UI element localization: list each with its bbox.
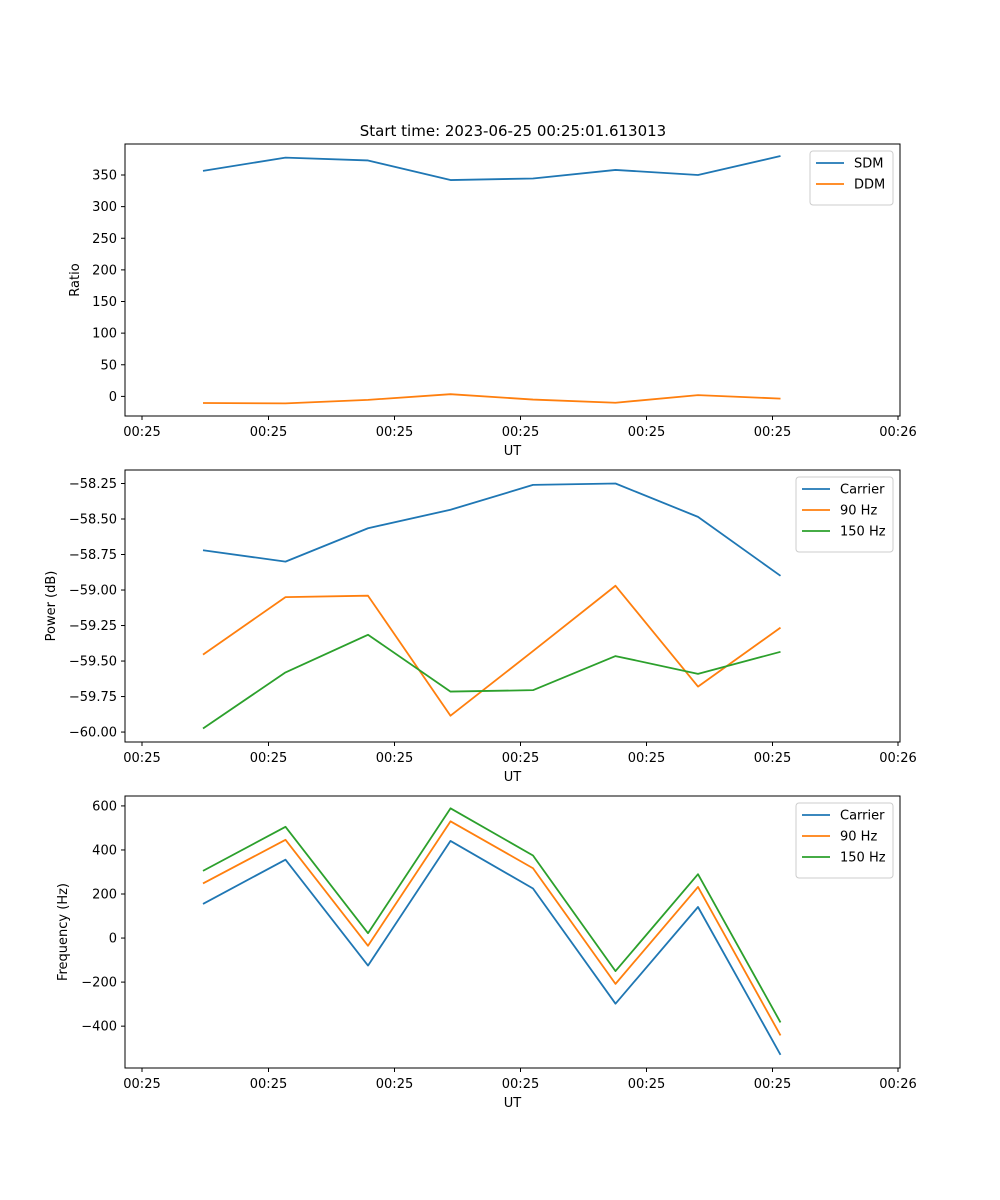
y-tick-label: −200 [81,976,117,991]
x-tick-label: 00:25 [123,1077,160,1092]
y-tick-label: −59.75 [69,690,117,705]
x-tick-label: 00:25 [754,425,791,440]
y-tick-label: 200 [92,888,117,903]
y-tick-label: 0 [109,932,117,947]
legend-box [795,476,894,553]
legend-entry: Carrier [840,483,885,498]
y-tick-label: 400 [92,843,117,858]
figure-title: Start time: 2023-06-25 00:25:01.613013 [360,122,666,140]
legend-entry: 90 Hz [840,830,877,845]
chart-panel-2: 00:25 00:25 00:25 00:25 00:25 00:25 00:26 −60.0… [44,469,917,785]
y-tick-label: 600 [92,799,117,814]
y-tick-label: 150 [92,295,117,310]
x-tick-label: 00:25 [376,751,413,766]
y-tick-label: −58.25 [69,477,117,492]
y-tick-label: −59.50 [69,655,117,670]
y-tick-label: 0 [109,390,117,405]
chart-panels: 00:25 00:25 00:25 00:25 00:25 00:25 00:26 0 50 10… [44,143,917,1111]
x-axis-label: UT [504,770,522,785]
x-tick-label: 00:25 [502,1077,539,1092]
x-tick-label: 00:25 [754,751,791,766]
x-axis-label: UT [504,444,522,459]
series-line-150-hz [202,633,781,730]
y-tick-label: 250 [92,232,117,247]
plot-frame [124,143,901,417]
y-tick-label: −59.25 [69,619,117,634]
x-tick-label: 00:25 [502,425,539,440]
x-tick-label: 00:26 [879,1077,916,1092]
x-tick-label: 00:25 [250,1077,287,1092]
legend-entry: 150 Hz [840,851,886,866]
y-tick-label: 300 [92,200,117,215]
x-tick-label: 00:25 [123,751,160,766]
legend-box [809,150,894,206]
legend-entry: 150 Hz [840,525,886,540]
x-tick-label: 00:26 [879,425,916,440]
x-tick-label: 00:25 [123,425,160,440]
legend: Carrier 90 Hz 150 Hz [795,802,894,879]
legend: Carrier 90 Hz 150 Hz [795,476,894,553]
x-tick-label: 00:25 [250,751,287,766]
x-tick-label: 00:25 [628,1077,665,1092]
x-tick-label: 00:25 [376,1077,413,1092]
y-tick-label: −60.00 [69,726,117,741]
chart-panel-3: 00:25 00:25 00:25 00:25 00:25 00:25 00:26 −400 −… [56,795,917,1111]
plot-frame [124,795,901,1069]
legend-box [795,802,894,879]
x-tick-label: 00:25 [376,425,413,440]
x-tick-label: 00:25 [502,751,539,766]
legend-entry: Carrier [840,809,885,824]
series-line-carrier [202,482,782,577]
y-tick-label: 100 [92,327,117,342]
series-line-90-hz [202,584,782,717]
x-tick-label: 00:25 [250,425,287,440]
y-tick-label: 50 [100,358,117,373]
legend-entry: 90 Hz [840,504,877,519]
y-axis-label: Ratio [68,263,83,296]
x-tick-label: 00:26 [879,751,916,766]
series-line-150-hz [202,807,782,1023]
series-line-carrier [202,840,782,1056]
x-tick-label: 00:25 [628,425,665,440]
legend-entry: DDM [854,178,885,193]
series-line-90-hz [202,820,782,1036]
plot-frame [124,469,901,743]
y-tick-label: −58.75 [69,548,117,563]
x-axis-label: UT [504,1096,522,1111]
series-line-ddm [202,393,781,405]
x-tick-label: 00:25 [754,1077,791,1092]
y-tick-label: −59.00 [69,584,117,599]
y-axis-label: Power (dB) [44,571,59,642]
y-tick-label: −400 [81,1020,117,1035]
y-tick-label: 200 [92,263,117,278]
legend-entry: SDM [854,157,883,172]
y-axis-label: Frequency (Hz) [56,883,71,981]
legend: SDM DDM [809,150,894,206]
chart-panel-1: 00:25 00:25 00:25 00:25 00:25 00:25 00:26 0 50 10… [68,143,917,459]
x-tick-label: 00:25 [628,751,665,766]
y-tick-label: 350 [92,168,117,183]
series-line-sdm [202,155,781,181]
y-tick-label: −58.50 [69,513,117,528]
